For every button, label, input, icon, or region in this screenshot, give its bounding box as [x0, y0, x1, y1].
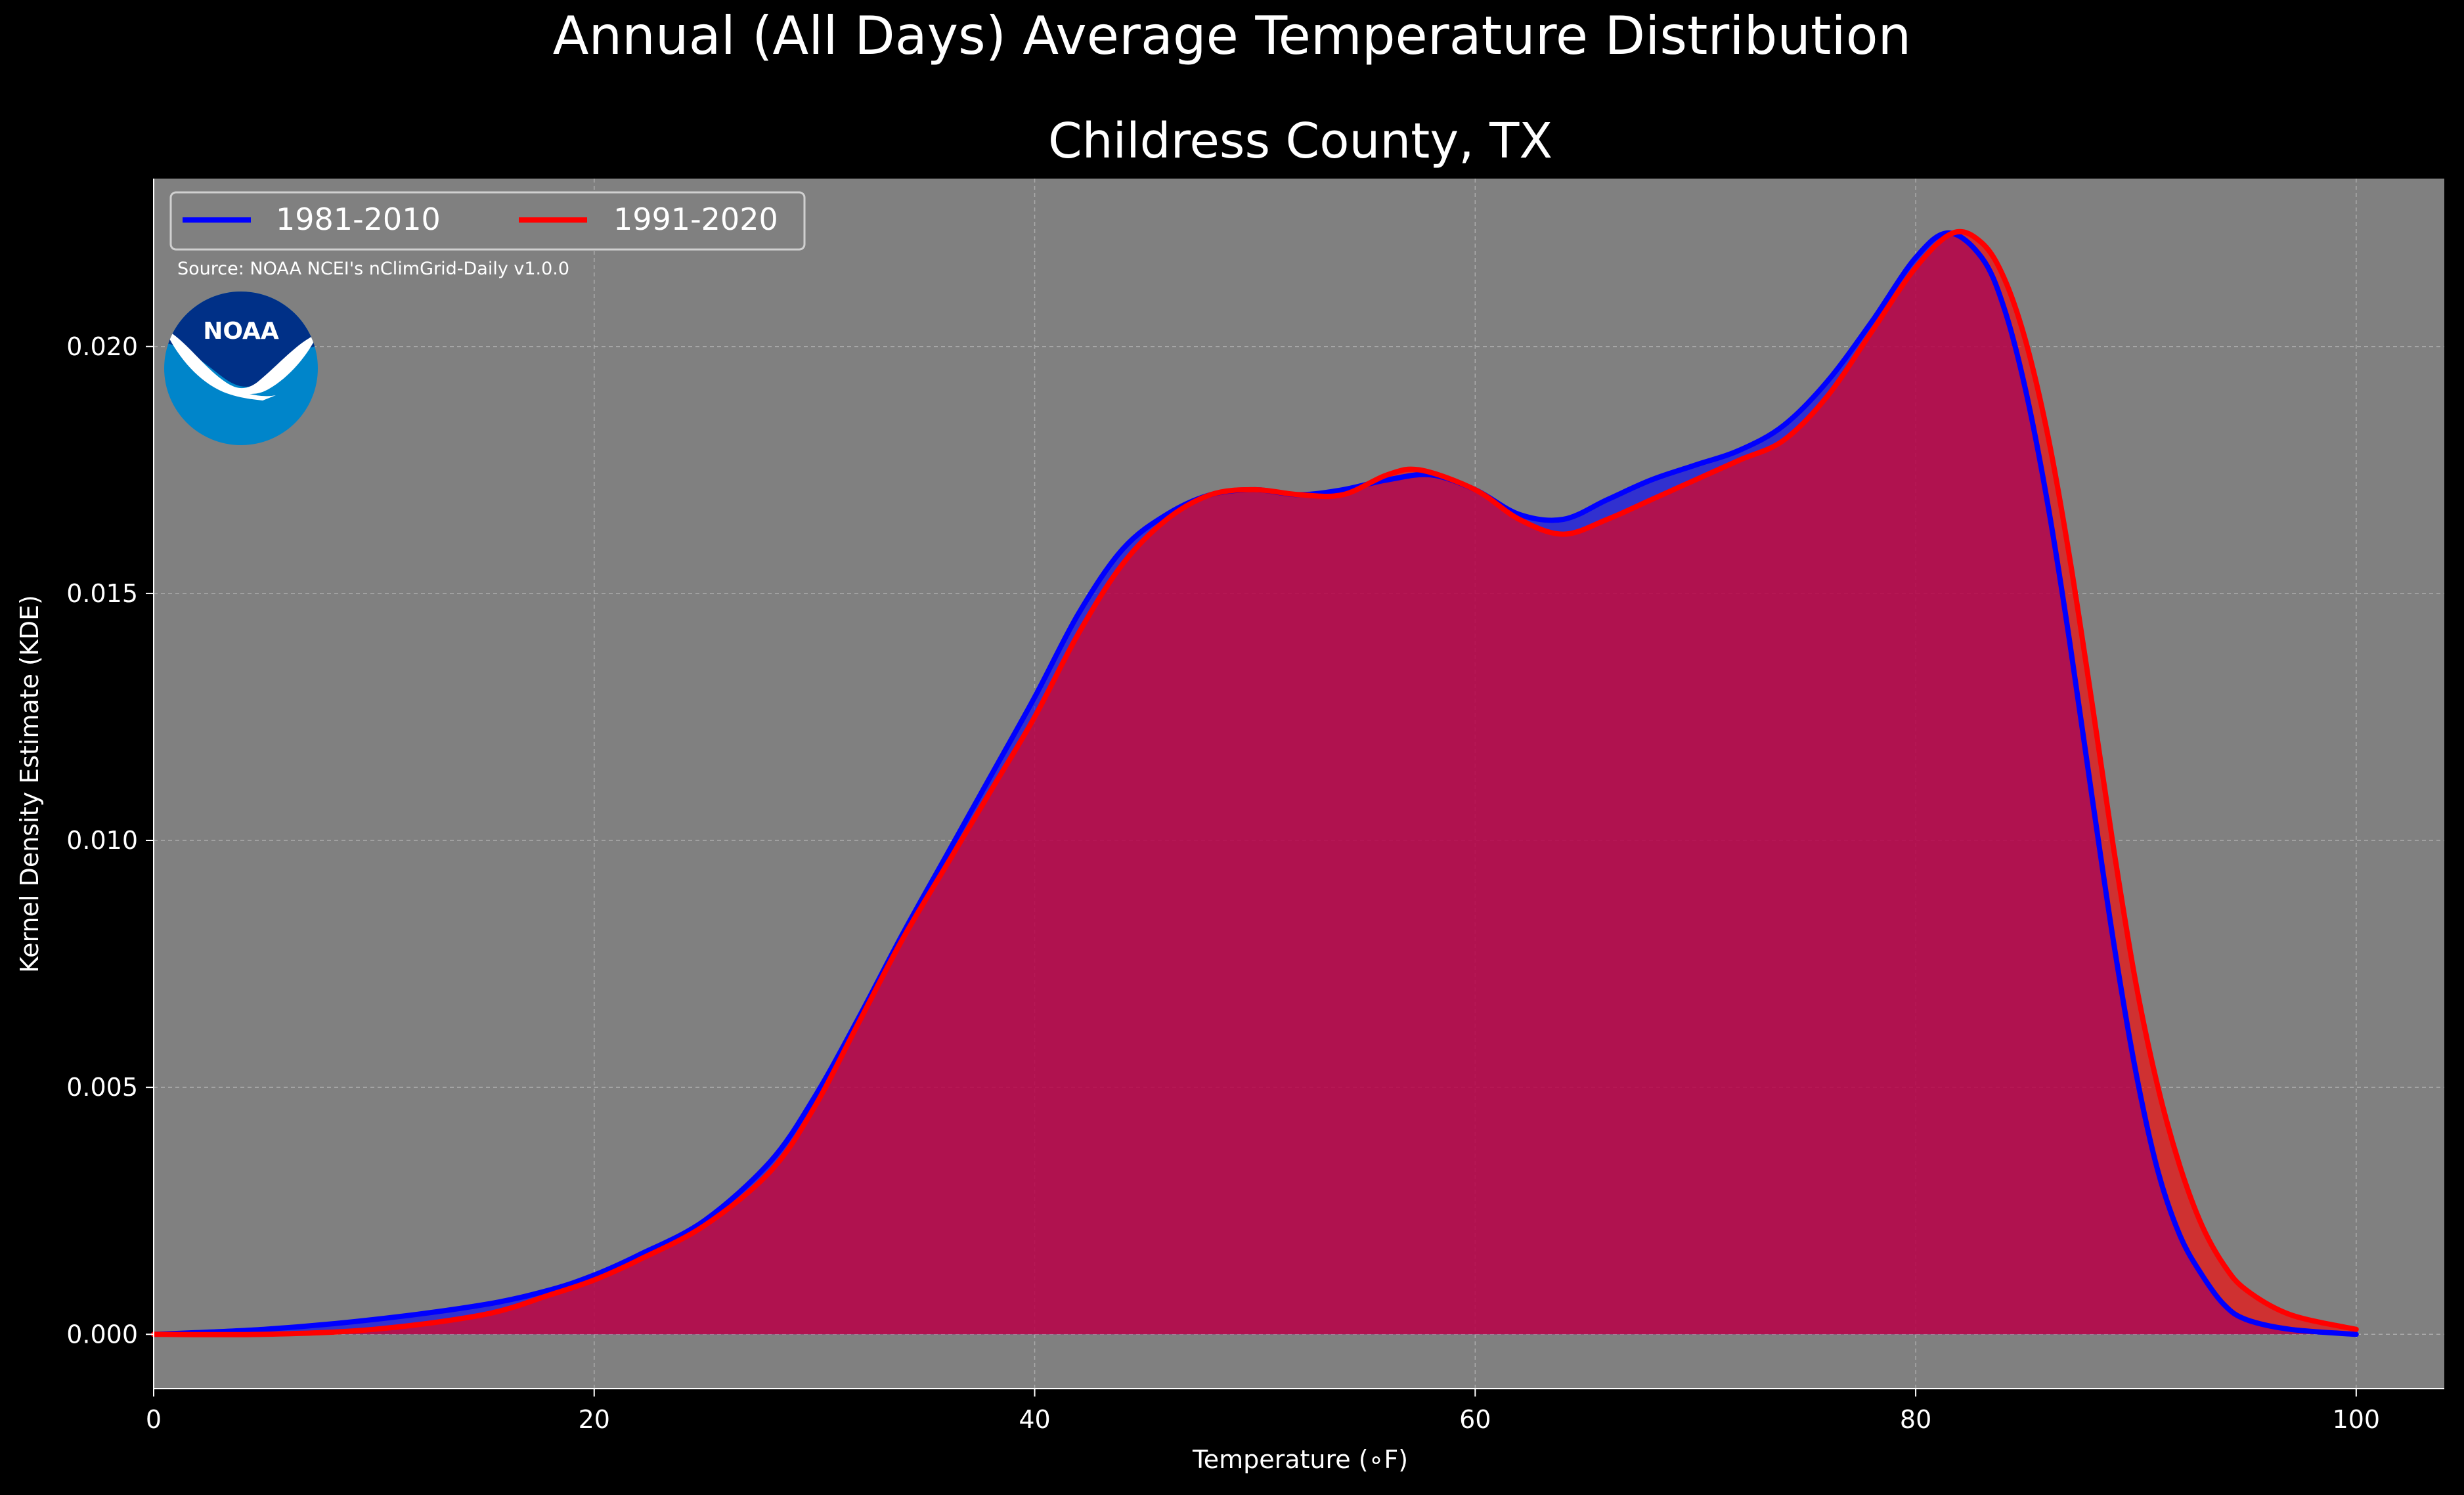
x-tick-label: 60 — [1459, 1405, 1491, 1434]
noaa-logo: NOAA — [164, 292, 318, 445]
x-tick-label: 80 — [1900, 1405, 1931, 1434]
source-note: Source: NOAA NCEI's nClimGrid-Daily v1.0… — [177, 259, 569, 279]
x-axis-label: Temperature (∘F) — [1192, 1445, 1408, 1474]
noaa-logo-text: NOAA — [203, 318, 279, 345]
density-areas — [154, 231, 2356, 1335]
y-tick-label: 0.015 — [66, 579, 138, 608]
x-tick-label: 0 — [146, 1405, 162, 1434]
legend-box — [169, 191, 806, 251]
series-line-1981-2010 — [151, 230, 2359, 1337]
y-tick-label: 0.005 — [66, 1073, 138, 1102]
chart-title: Childress County, TX — [1048, 113, 1552, 169]
legend-label-1981-2010: 1981-2010 — [276, 202, 441, 237]
y-tick-label: 0.020 — [66, 332, 138, 361]
area-fill-1991-2020 — [154, 231, 2356, 1335]
y-tick-label: 0.000 — [66, 1320, 138, 1349]
density-lines — [151, 228, 2359, 1337]
legend: 1981-2010 1991-2020 — [169, 191, 806, 251]
x-tick-label: 20 — [579, 1405, 610, 1434]
series-line-1991-2020 — [151, 228, 2359, 1337]
y-tick-label: 0.010 — [66, 826, 138, 855]
y-axis-label: Kernel Density Estimate (KDE) — [15, 595, 44, 973]
axis-ticks: 0 20 40 60 80 100 0.000 0.005 0.010 0.015 0.020 — [66, 332, 2380, 1434]
figure-suptitle: Annual (All Days) Average Temperature Di… — [553, 5, 1911, 66]
x-tick-label: 100 — [2333, 1405, 2381, 1434]
legend-label-1991-2020: 1991-2020 — [613, 202, 778, 237]
x-tick-label: 40 — [1019, 1405, 1050, 1434]
noaa-logo-gull-icon — [164, 328, 318, 401]
